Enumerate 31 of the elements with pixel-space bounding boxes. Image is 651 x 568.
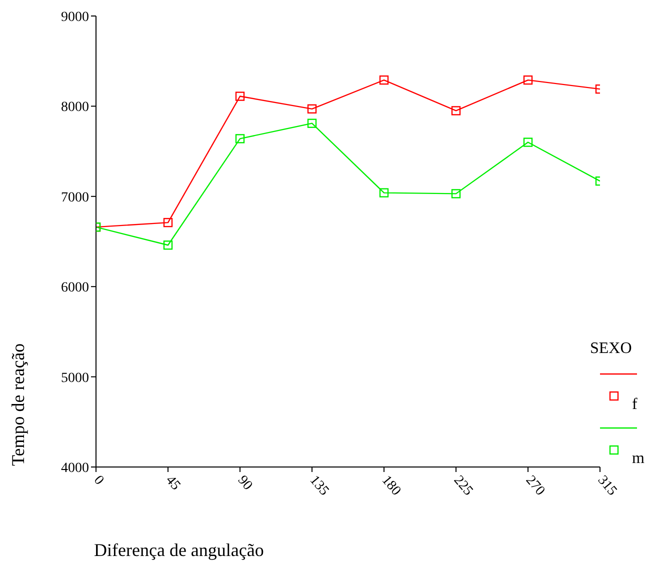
point	[379, 75, 389, 85]
point	[523, 75, 533, 85]
point	[235, 92, 245, 101]
x-tick-label: 0	[90, 473, 106, 488]
y-tick-label: 8000	[61, 100, 89, 116]
point	[379, 188, 389, 198]
y-axis-title: Tempo de reação	[8, 343, 29, 466]
point	[163, 240, 173, 250]
point	[451, 189, 461, 198]
x-tick-label: 315	[594, 473, 620, 499]
point	[451, 106, 461, 116]
x-tick-label: 45	[162, 473, 183, 494]
y-tick-label: 4000	[61, 460, 89, 476]
y-tick-label: 9000	[61, 10, 89, 25]
point	[163, 218, 173, 228]
legend-title: SEXO	[590, 340, 633, 359]
x-tick-label: 135	[306, 473, 332, 499]
legend-label: m	[632, 450, 644, 468]
point	[523, 138, 533, 147]
x-tick-label: 90	[234, 473, 255, 494]
point	[307, 118, 317, 128]
x-tick-label: 270	[522, 473, 548, 499]
point	[235, 134, 245, 144]
x-axis-title: Diferença de angulação	[94, 540, 264, 561]
x-tick-label: 225	[450, 473, 476, 499]
y-tick-label: 5000	[61, 370, 89, 386]
y-tick-label: 6000	[61, 280, 89, 296]
x-tick-label: 180	[378, 473, 404, 499]
point	[307, 104, 317, 114]
legend-label: f	[632, 396, 638, 414]
y-tick-label: 7000	[61, 190, 89, 206]
